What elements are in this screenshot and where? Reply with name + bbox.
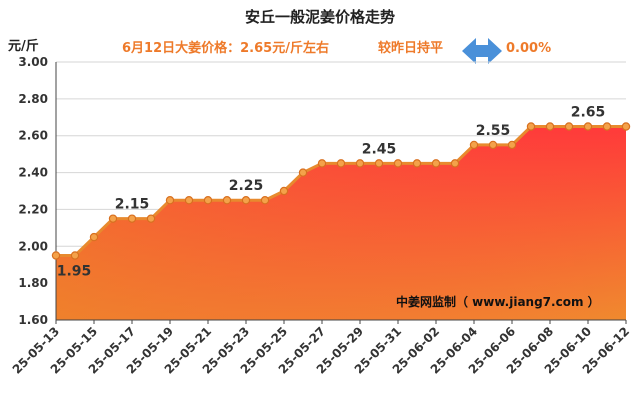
data-point (222, 196, 232, 205)
change-percent: 0.00% (506, 41, 551, 56)
data-point (241, 196, 251, 205)
data-label: 1.95 (57, 264, 92, 280)
data-point (203, 196, 213, 205)
data-point (260, 196, 270, 205)
data-label: 2.15 (115, 197, 150, 213)
data-point (374, 159, 384, 168)
data-point (146, 214, 156, 223)
data-label: 2.25 (229, 178, 264, 194)
data-point (469, 140, 479, 150)
data-label: 2.45 (362, 141, 397, 157)
y-tick-label: 1.60 (18, 313, 48, 327)
area-shade (56, 126, 626, 320)
y-axis-unit: 元/斤 (8, 38, 39, 54)
y-tick-label: 3.00 (18, 55, 48, 69)
chart-subtitle: 6月12日大姜价格：2.65元/斤左右 (122, 40, 329, 56)
chart-title: 安丘一般泥姜价格走势 (245, 8, 395, 26)
data-label: 2.65 (571, 105, 606, 121)
y-axis-ticks: 3.00 2.80 2.60 2.40 2.20 2.00 1.80 1.60 (18, 55, 48, 327)
data-point (431, 159, 441, 168)
data-point (298, 168, 308, 177)
compare-label: 较昨日持平 (378, 40, 443, 56)
data-point (184, 196, 194, 205)
y-tick-label: 2.40 (18, 166, 48, 180)
data-point (127, 214, 137, 223)
data-point (51, 251, 61, 260)
axes (55, 62, 626, 321)
area-fill (56, 126, 626, 320)
data-point (488, 140, 498, 150)
y-tick-label: 2.80 (18, 92, 48, 106)
data-point (545, 122, 555, 131)
data-point (621, 122, 631, 131)
data-label: 2.55 (476, 123, 511, 139)
data-point (336, 159, 346, 168)
data-point (355, 159, 365, 168)
data-labels: 1.95 2.15 2.25 2.45 2.55 2.65 (57, 105, 606, 280)
y-tick-label: 2.20 (18, 202, 48, 216)
data-point (108, 214, 118, 223)
series-points (51, 122, 631, 260)
data-point (165, 196, 175, 205)
data-point (507, 140, 517, 150)
data-point (89, 232, 99, 242)
data-point (412, 159, 422, 168)
data-point (583, 122, 593, 131)
y-tick-label: 2.60 (18, 129, 48, 143)
data-point (70, 251, 80, 260)
data-point (279, 186, 289, 196)
data-point (526, 122, 536, 131)
x-axis-ticks: 25-05-1325-05-1525-05-1725-05-1925-05-21… (10, 320, 632, 377)
data-point (564, 122, 574, 131)
y-tick-label: 2.00 (18, 239, 48, 253)
data-point (602, 122, 612, 131)
data-point (317, 159, 327, 168)
y-tick-label: 1.80 (18, 276, 48, 290)
watermark: 中姜网监制（ www.jiang7.com ） (396, 294, 600, 309)
unchanged-arrow-icon (462, 38, 502, 64)
data-point (450, 159, 460, 168)
data-point (393, 159, 403, 168)
